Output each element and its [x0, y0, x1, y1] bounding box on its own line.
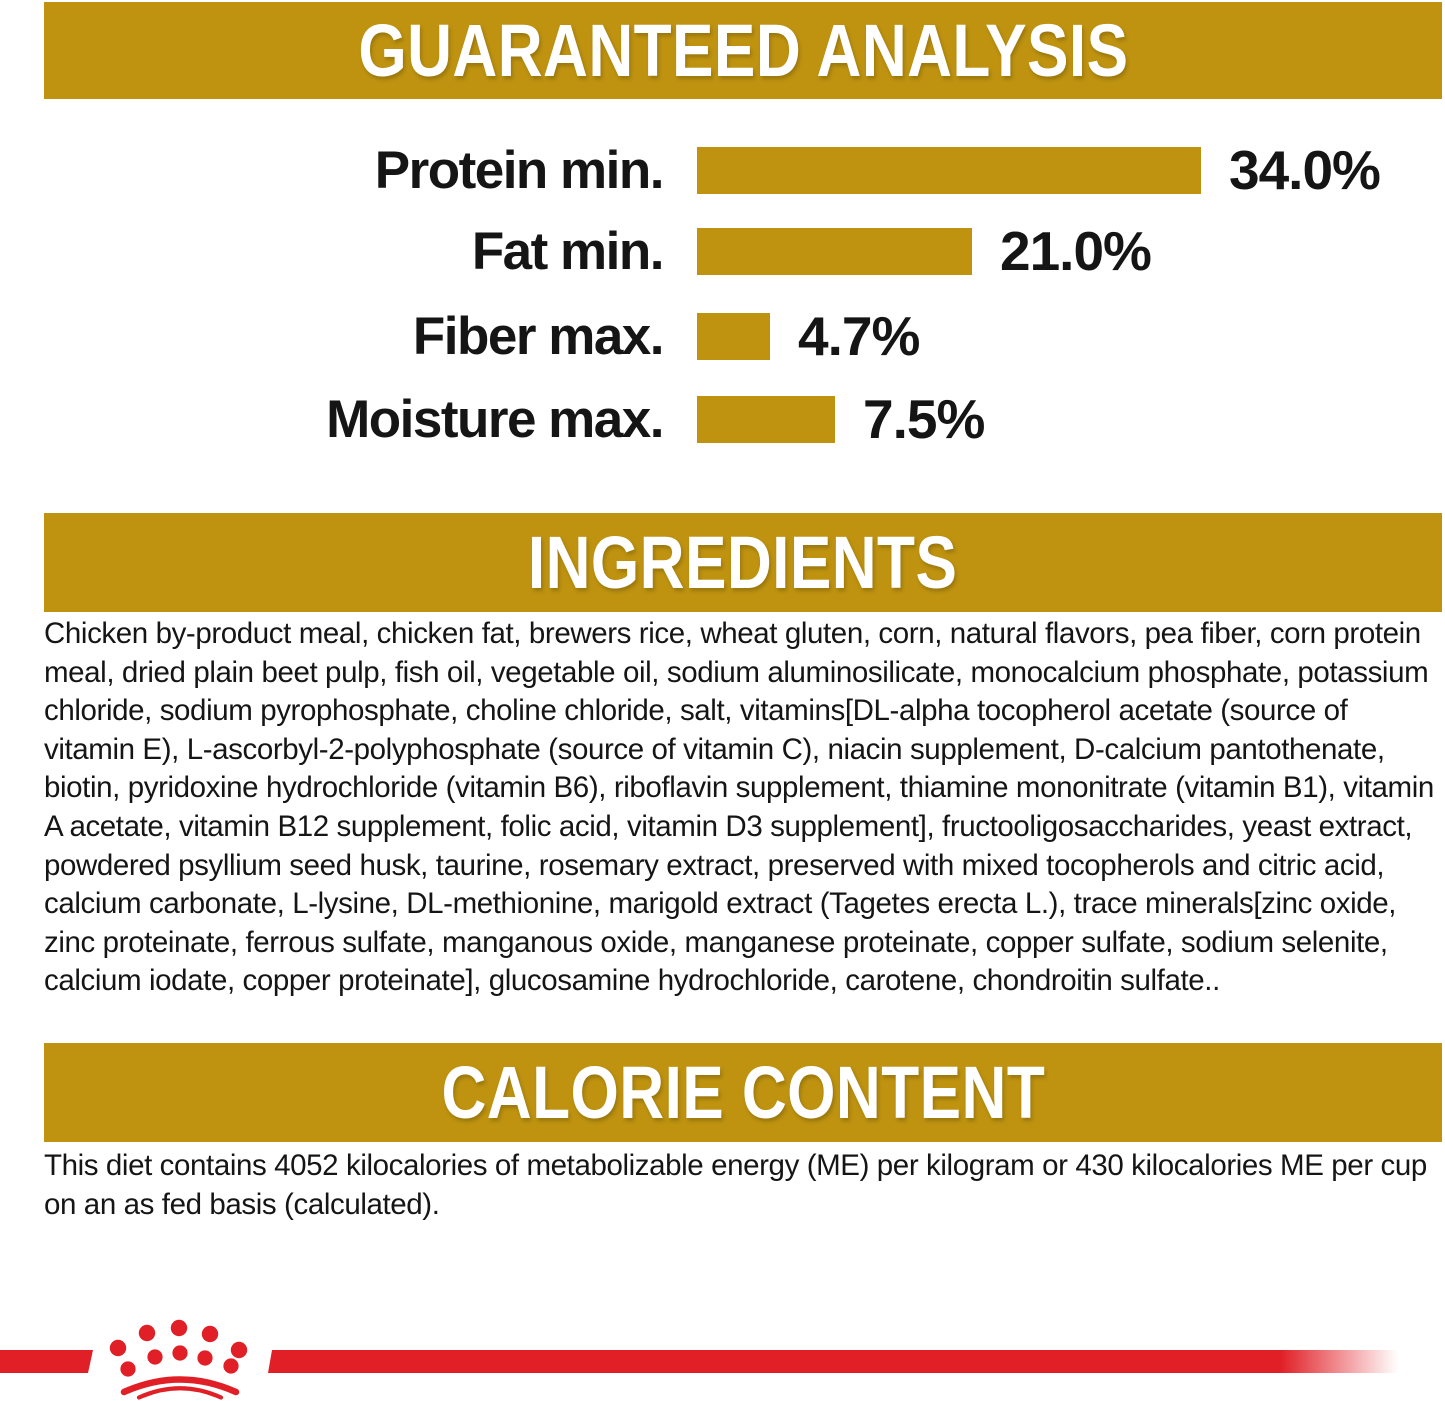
calorie-content-band: CALORIE CONTENT	[44, 1043, 1442, 1142]
chart-label-moisture: Moisture max.	[326, 389, 664, 449]
chart-value-fat: 21.0%	[1000, 220, 1152, 282]
guaranteed-analysis-title: GUARANTEED ANALYSIS	[357, 9, 1129, 92]
chart-bar-protein	[697, 146, 1201, 194]
chart-label-fat: Fat min.	[471, 221, 665, 281]
chart-value-protein: 34.0%	[1229, 139, 1381, 201]
chart-row-fat: Fat min. 21.0%	[0, 220, 1152, 282]
guaranteed-analysis-band: GUARANTEED ANALYSIS	[44, 2, 1442, 99]
royal-canin-crown-icon	[109, 1319, 248, 1400]
calorie-content-text: This diet contains 4052 kilocalories of …	[44, 1149, 1427, 1221]
chart-value-moisture: 7.5%	[863, 388, 985, 450]
brand-stripe-left	[0, 1350, 93, 1373]
calorie-content-title: CALORIE CONTENT	[441, 1051, 1045, 1134]
chart-bar-fiber	[697, 312, 770, 360]
chart-bar-moisture	[697, 395, 835, 443]
chart-bar-fat	[697, 227, 972, 275]
ingredients-title: INGREDIENTS	[528, 521, 958, 604]
chart-row-fiber: Fiber max. 4.7%	[0, 305, 920, 367]
ingredients-text: Chicken by-product meal, chicken fat, br…	[44, 617, 1434, 998]
chart-row-moisture: Moisture max. 7.5%	[0, 388, 985, 450]
chart-row-protein: Protein min. 34.0%	[0, 139, 1381, 201]
chart-label-protein: Protein min.	[374, 140, 665, 200]
ingredients-band: INGREDIENTS	[44, 513, 1442, 612]
brand-stripe-right	[268, 1350, 1445, 1373]
chart-value-fiber: 4.7%	[798, 305, 920, 367]
chart-label-fiber: Fiber max.	[412, 306, 665, 366]
